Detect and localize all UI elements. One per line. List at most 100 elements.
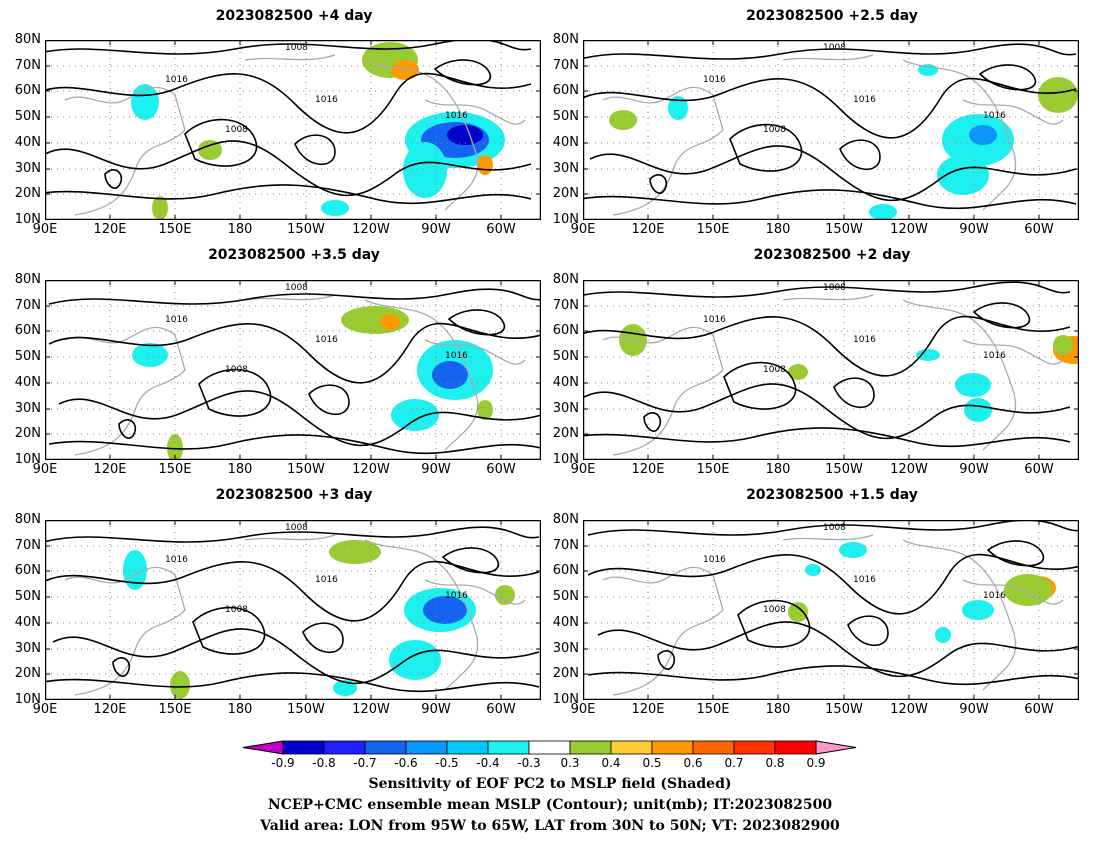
contour-label: 1008 — [763, 125, 786, 135]
isobar-contour — [589, 145, 1077, 202]
colorbar-bin — [692, 740, 735, 755]
isobar-contour — [583, 427, 1071, 448]
coastline — [902, 299, 1017, 451]
sensitivity-shade — [964, 398, 992, 422]
sensitivity-shade — [170, 671, 190, 699]
isobar-contour — [118, 419, 137, 439]
colorbar — [242, 740, 857, 755]
lon-tick-label: 120E — [631, 222, 665, 237]
sensitivity-shade — [333, 680, 357, 696]
lat-tick-label: 60N — [552, 83, 579, 98]
lat-tick-label: 70N — [14, 538, 41, 553]
map-svg-6: 1008 1016 1016 1008 1016 — [583, 520, 1079, 700]
map-panel-2: 1008 1016 1016 1008 1016 — [583, 40, 1079, 220]
isobar-contour — [723, 361, 797, 410]
lat-tick-label: 30N — [552, 161, 579, 176]
lon-tick-label: 150E — [158, 222, 192, 237]
isobar-contour — [847, 615, 889, 647]
map-svg-4: 1008 1016 1016 1008 1016 — [583, 280, 1079, 460]
lon-tick-label: 120E — [631, 702, 665, 717]
lon-tick-label: 60W — [1024, 702, 1054, 717]
lon-tick-label: 120W — [352, 222, 390, 237]
contour-label: 1008 — [225, 125, 248, 135]
coastline — [64, 86, 186, 216]
lon-tick-label: 150W — [287, 702, 325, 717]
panel-title-5: 2023082500 +3 day — [215, 487, 373, 503]
coastline — [962, 579, 1064, 605]
colorbar-tick-label: 0.8 — [765, 756, 785, 770]
sensitivity-shade — [391, 399, 439, 431]
contour-label: 1008 — [823, 283, 846, 293]
lat-tick-label: 40N — [552, 375, 579, 390]
lon-tick-label: 120W — [352, 702, 390, 717]
panel-title-3: 2023082500 +3.5 day — [208, 247, 380, 263]
panel-title-6: 2023082500 +1.5 day — [746, 487, 918, 503]
lon-tick-label: 120W — [890, 702, 928, 717]
isobar-contour — [597, 621, 1079, 678]
lon-tick-label: 150E — [696, 222, 730, 237]
sensitivity-shade — [495, 585, 515, 605]
colorbar-bin — [364, 740, 407, 755]
coastline — [364, 299, 479, 451]
map-svg-3: 1008 1016 1016 1008 1016 — [45, 280, 541, 460]
map-svg-5: 1008 1016 1016 1008 1016 — [45, 520, 541, 700]
lon-tick-label: 150E — [158, 462, 192, 477]
sensitivity-shade — [389, 640, 441, 680]
lat-tick-label: 20N — [14, 426, 41, 441]
contour-label: 1016 — [703, 555, 726, 565]
isobar-contour — [583, 77, 1077, 139]
lon-tick-label: 180 — [765, 222, 791, 237]
sensitivity-shade — [167, 434, 183, 460]
sensitivity-shade — [788, 364, 808, 380]
isobar-contour — [978, 64, 1037, 91]
sensitivity-shade — [321, 200, 349, 216]
sensitivity-shade — [447, 125, 483, 145]
contour-label: 1008 — [225, 605, 248, 615]
lat-tick-label: 30N — [552, 401, 579, 416]
colorbar-tick-label: 0.6 — [683, 756, 703, 770]
sensitivity-shade — [391, 60, 419, 80]
lat-tick-label: 60N — [14, 323, 41, 338]
lat-tick-label: 80N — [552, 272, 579, 287]
map-svg-1: 1008 1016 1016 1008 1016 — [45, 40, 541, 220]
map-svg-2: 1008 1016 1016 1008 1016 — [583, 40, 1079, 220]
panel-title-4: 2023082500 +2 day — [753, 247, 911, 263]
colorbar-bin — [282, 740, 325, 755]
sensitivity-shade — [198, 140, 222, 160]
isobar-contour — [833, 377, 875, 409]
lat-tick-label: 10N — [552, 452, 579, 467]
contour-label: 1008 — [823, 43, 846, 53]
isobar-contour — [643, 412, 662, 432]
sensitivity-shade — [916, 349, 940, 361]
contour-label: 1016 — [315, 335, 338, 345]
isobar-contour — [58, 390, 541, 447]
sensitivity-shade — [935, 627, 951, 643]
lat-tick-label: 10N — [14, 692, 41, 707]
lat-tick-label: 50N — [552, 589, 579, 604]
lon-tick-label: 90W — [421, 462, 451, 477]
lon-tick-label: 120E — [93, 222, 127, 237]
isobar-contour — [986, 540, 1045, 567]
lat-tick-label: 70N — [552, 58, 579, 73]
lon-tick-label: 120E — [93, 702, 127, 717]
lat-tick-label: 70N — [14, 58, 41, 73]
lat-tick-label: 30N — [552, 641, 579, 656]
isobar-contour — [48, 288, 541, 305]
lon-tick-label: 90E — [32, 702, 58, 717]
sensitivity-shade — [788, 602, 808, 622]
lat-tick-label: 20N — [14, 186, 41, 201]
lon-tick-label: 180 — [227, 462, 253, 477]
isobar-contour — [587, 520, 1079, 536]
isobar-contour — [302, 622, 344, 654]
coastline — [602, 566, 724, 696]
isobar-contour — [104, 169, 123, 189]
colorbar-tick-label: -0.5 — [435, 756, 459, 770]
lat-tick-label: 20N — [552, 426, 579, 441]
contour-label: 1016 — [165, 75, 188, 85]
sensitivity-shade — [152, 196, 168, 220]
contour-label: 1016 — [853, 335, 876, 345]
contour-label: 1016 — [315, 95, 338, 105]
sensitivity-shade — [839, 542, 867, 558]
contour-label: 1016 — [165, 315, 188, 325]
colorbar-bin — [651, 740, 694, 755]
